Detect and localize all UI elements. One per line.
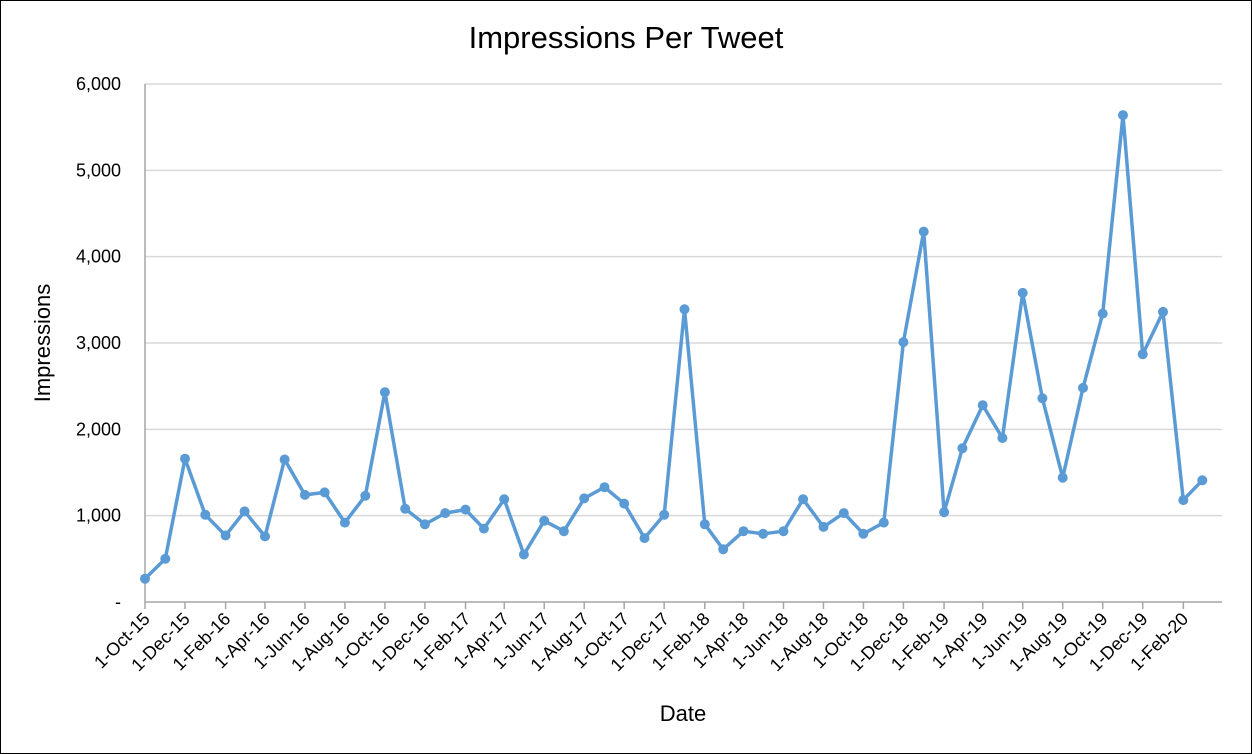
data-point-46 [1057, 472, 1068, 483]
data-point-19 [518, 549, 529, 560]
data-point-20 [539, 515, 550, 526]
data-point-34 [818, 521, 829, 532]
data-point-49 [1118, 110, 1128, 121]
data-point-45 [1037, 393, 1048, 404]
data-point-48 [1097, 308, 1108, 319]
series-line-0 [143, 113, 1204, 580]
data-point-47 [1078, 382, 1088, 393]
y-axis-ticks: - 1,000 2,000 3,000 4,000 5,000 6,000 [76, 74, 121, 612]
data-point-31 [758, 528, 769, 539]
y-tick-label-6: 6,000 [76, 74, 121, 94]
data-point-42 [977, 400, 988, 411]
data-point-3 [200, 509, 211, 520]
x-axis-title: Date [660, 701, 706, 726]
data-point-8 [299, 489, 310, 500]
data-point-23 [599, 482, 610, 493]
data-point-44 [1017, 287, 1028, 298]
data-point-35 [838, 508, 849, 519]
data-point-41 [957, 443, 968, 454]
data-point-38 [898, 337, 909, 348]
x-axis-ticks: 1-Oct-151-Dec-151-Feb-161-Apr-161-Jun-16… [90, 602, 1192, 675]
data-point-37 [878, 517, 889, 528]
data-point-30 [738, 526, 749, 537]
data-point-21 [558, 526, 569, 537]
data-point-12 [379, 387, 390, 398]
data-point-27 [679, 304, 690, 315]
data-point-5 [239, 506, 250, 517]
data-point-2 [180, 453, 190, 464]
y-tick-label-5: 5,000 [76, 160, 121, 180]
y-axis-title: Impressions [30, 284, 55, 403]
data-point-15 [440, 508, 451, 519]
data-point-9 [319, 487, 330, 498]
data-point-14 [419, 519, 430, 530]
data-point-0 [140, 573, 150, 584]
data-point-53 [1197, 475, 1208, 486]
data-point-52 [1178, 495, 1189, 506]
data-point-10 [339, 517, 350, 528]
data-point-43 [997, 433, 1008, 443]
data-point-24 [619, 498, 630, 509]
data-point-4 [220, 530, 231, 541]
data-point-33 [798, 494, 809, 505]
data-point-36 [858, 528, 869, 539]
data-point-13 [400, 503, 411, 514]
y-tick-label-2: 2,000 [76, 419, 121, 439]
y-tick-label-1: 1,000 [76, 506, 121, 526]
data-point-17 [478, 523, 489, 534]
data-point-32 [778, 526, 789, 537]
series-group [140, 110, 1208, 584]
data-point-51 [1158, 306, 1168, 317]
data-point-25 [639, 533, 650, 544]
data-point-1 [160, 553, 171, 564]
gridlines [145, 83, 1222, 517]
data-point-7 [279, 454, 290, 465]
data-point-28 [699, 519, 710, 530]
data-point-40 [939, 507, 950, 518]
chart-title: Impressions Per Tweet [469, 20, 784, 55]
y-tick-label-0: - [115, 592, 121, 612]
data-point-18 [499, 494, 510, 505]
data-point-11 [360, 490, 371, 501]
data-point-16 [460, 504, 471, 515]
y-tick-label-3: 3,000 [76, 333, 121, 353]
data-point-22 [579, 493, 590, 504]
y-tick-label-4: 4,000 [76, 247, 121, 267]
data-point-29 [718, 544, 729, 555]
x-axis [144, 84, 1222, 603]
data-point-26 [659, 509, 670, 520]
data-point-50 [1137, 349, 1148, 360]
data-point-39 [918, 226, 929, 237]
data-point-6 [260, 531, 270, 542]
